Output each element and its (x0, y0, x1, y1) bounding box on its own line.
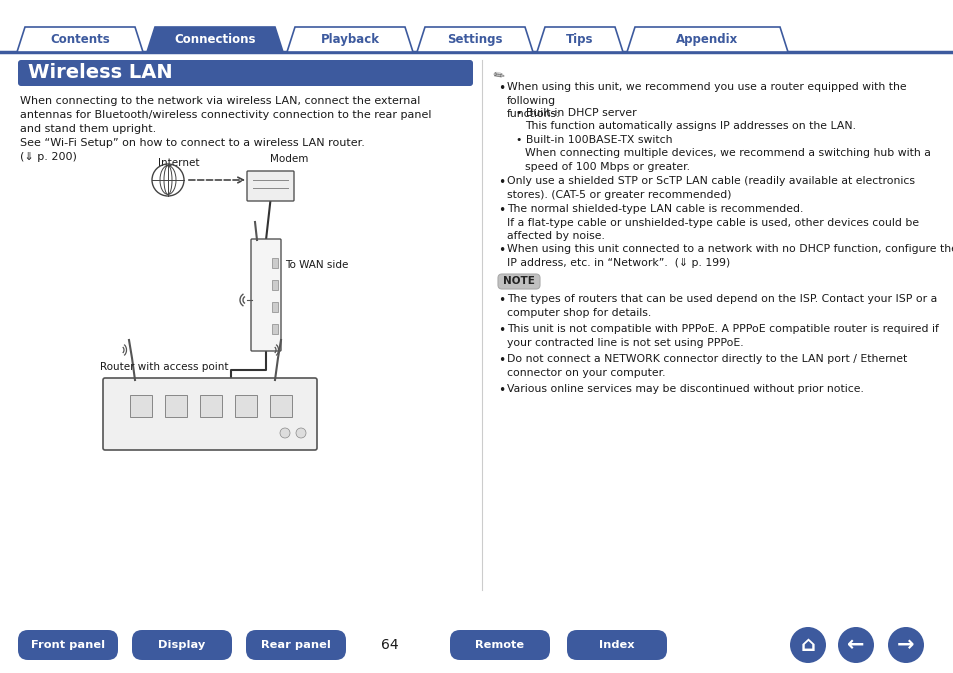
FancyBboxPatch shape (103, 378, 316, 450)
FancyBboxPatch shape (272, 302, 277, 312)
Text: •: • (497, 176, 505, 189)
Text: This unit is not compatible with PPPoE. A PPPoE compatible router is required if: This unit is not compatible with PPPoE. … (506, 324, 938, 347)
Text: Do not connect a NETWORK connector directly to the LAN port / Ethernet
connector: Do not connect a NETWORK connector direc… (506, 354, 906, 378)
Text: ✏: ✏ (492, 68, 505, 84)
Text: Index: Index (598, 640, 634, 650)
Text: NOTE: NOTE (502, 277, 535, 287)
Circle shape (837, 627, 873, 663)
Text: •: • (497, 354, 505, 367)
Circle shape (789, 627, 825, 663)
Text: Settings: Settings (447, 33, 502, 46)
Polygon shape (147, 27, 283, 52)
Text: Connections: Connections (174, 33, 255, 46)
FancyBboxPatch shape (200, 395, 222, 417)
Text: The normal shielded-type LAN cable is recommended.
If a flat-type cable or unshi: The normal shielded-type LAN cable is re… (506, 204, 918, 241)
Text: 64: 64 (381, 638, 398, 652)
FancyBboxPatch shape (450, 630, 550, 660)
Polygon shape (626, 27, 787, 52)
FancyBboxPatch shape (18, 630, 118, 660)
Text: •: • (497, 204, 505, 217)
Text: Front panel: Front panel (30, 640, 105, 650)
Text: Display: Display (158, 640, 206, 650)
Circle shape (295, 428, 306, 438)
Text: →: → (897, 635, 914, 655)
Text: Internet: Internet (158, 158, 199, 168)
FancyBboxPatch shape (247, 171, 294, 201)
Text: When connecting multiple devices, we recommend a switching hub with a
speed of 1: When connecting multiple devices, we rec… (524, 148, 930, 172)
Text: Playback: Playback (320, 33, 379, 46)
Text: •: • (497, 324, 505, 337)
FancyBboxPatch shape (251, 239, 281, 351)
Polygon shape (537, 27, 622, 52)
Text: •: • (497, 244, 505, 257)
FancyBboxPatch shape (165, 395, 187, 417)
Text: •: • (497, 384, 505, 397)
Polygon shape (17, 27, 143, 52)
FancyBboxPatch shape (272, 258, 277, 268)
Polygon shape (287, 27, 413, 52)
FancyBboxPatch shape (246, 630, 346, 660)
FancyBboxPatch shape (270, 395, 292, 417)
Circle shape (887, 627, 923, 663)
Polygon shape (416, 27, 533, 52)
Text: Appendix: Appendix (676, 33, 738, 46)
Text: Modem: Modem (271, 154, 309, 164)
Text: Rear panel: Rear panel (261, 640, 331, 650)
FancyBboxPatch shape (566, 630, 666, 660)
Text: ⌂: ⌂ (800, 635, 815, 655)
Text: When connecting to the network via wireless LAN, connect the external
antennas f: When connecting to the network via wirel… (20, 96, 431, 162)
Text: This function automatically assigns IP addresses on the LAN.: This function automatically assigns IP a… (524, 121, 855, 131)
Text: When using this unit, we recommend you use a router equipped with the following
: When using this unit, we recommend you u… (506, 82, 905, 119)
Text: Router with access point: Router with access point (100, 362, 229, 372)
FancyBboxPatch shape (272, 324, 277, 334)
FancyBboxPatch shape (132, 630, 232, 660)
Text: Remote: Remote (475, 640, 524, 650)
FancyBboxPatch shape (272, 280, 277, 290)
Text: Wireless LAN: Wireless LAN (28, 63, 172, 83)
Text: Various online services may be discontinued without prior notice.: Various online services may be discontin… (506, 384, 863, 394)
Text: Contents: Contents (51, 33, 110, 46)
Text: To WAN side: To WAN side (285, 260, 348, 270)
Text: •: • (497, 294, 505, 307)
FancyBboxPatch shape (18, 60, 473, 86)
FancyBboxPatch shape (497, 274, 539, 289)
Circle shape (280, 428, 290, 438)
Text: • Built-in 100BASE-TX switch: • Built-in 100BASE-TX switch (516, 135, 672, 145)
Text: When using this unit connected to a network with no DHCP function, configure the: When using this unit connected to a netw… (506, 244, 953, 268)
FancyBboxPatch shape (234, 395, 256, 417)
Text: • Built-in DHCP server: • Built-in DHCP server (516, 108, 636, 118)
FancyBboxPatch shape (130, 395, 152, 417)
Text: The types of routers that can be used depend on the ISP. Contact your ISP or a
c: The types of routers that can be used de… (506, 294, 936, 318)
Text: Only use a shielded STP or ScTP LAN cable (readily available at electronics
stor: Only use a shielded STP or ScTP LAN cabl… (506, 176, 914, 200)
Text: ←: ← (846, 635, 863, 655)
Text: •: • (497, 82, 505, 95)
Text: Tips: Tips (566, 33, 593, 46)
